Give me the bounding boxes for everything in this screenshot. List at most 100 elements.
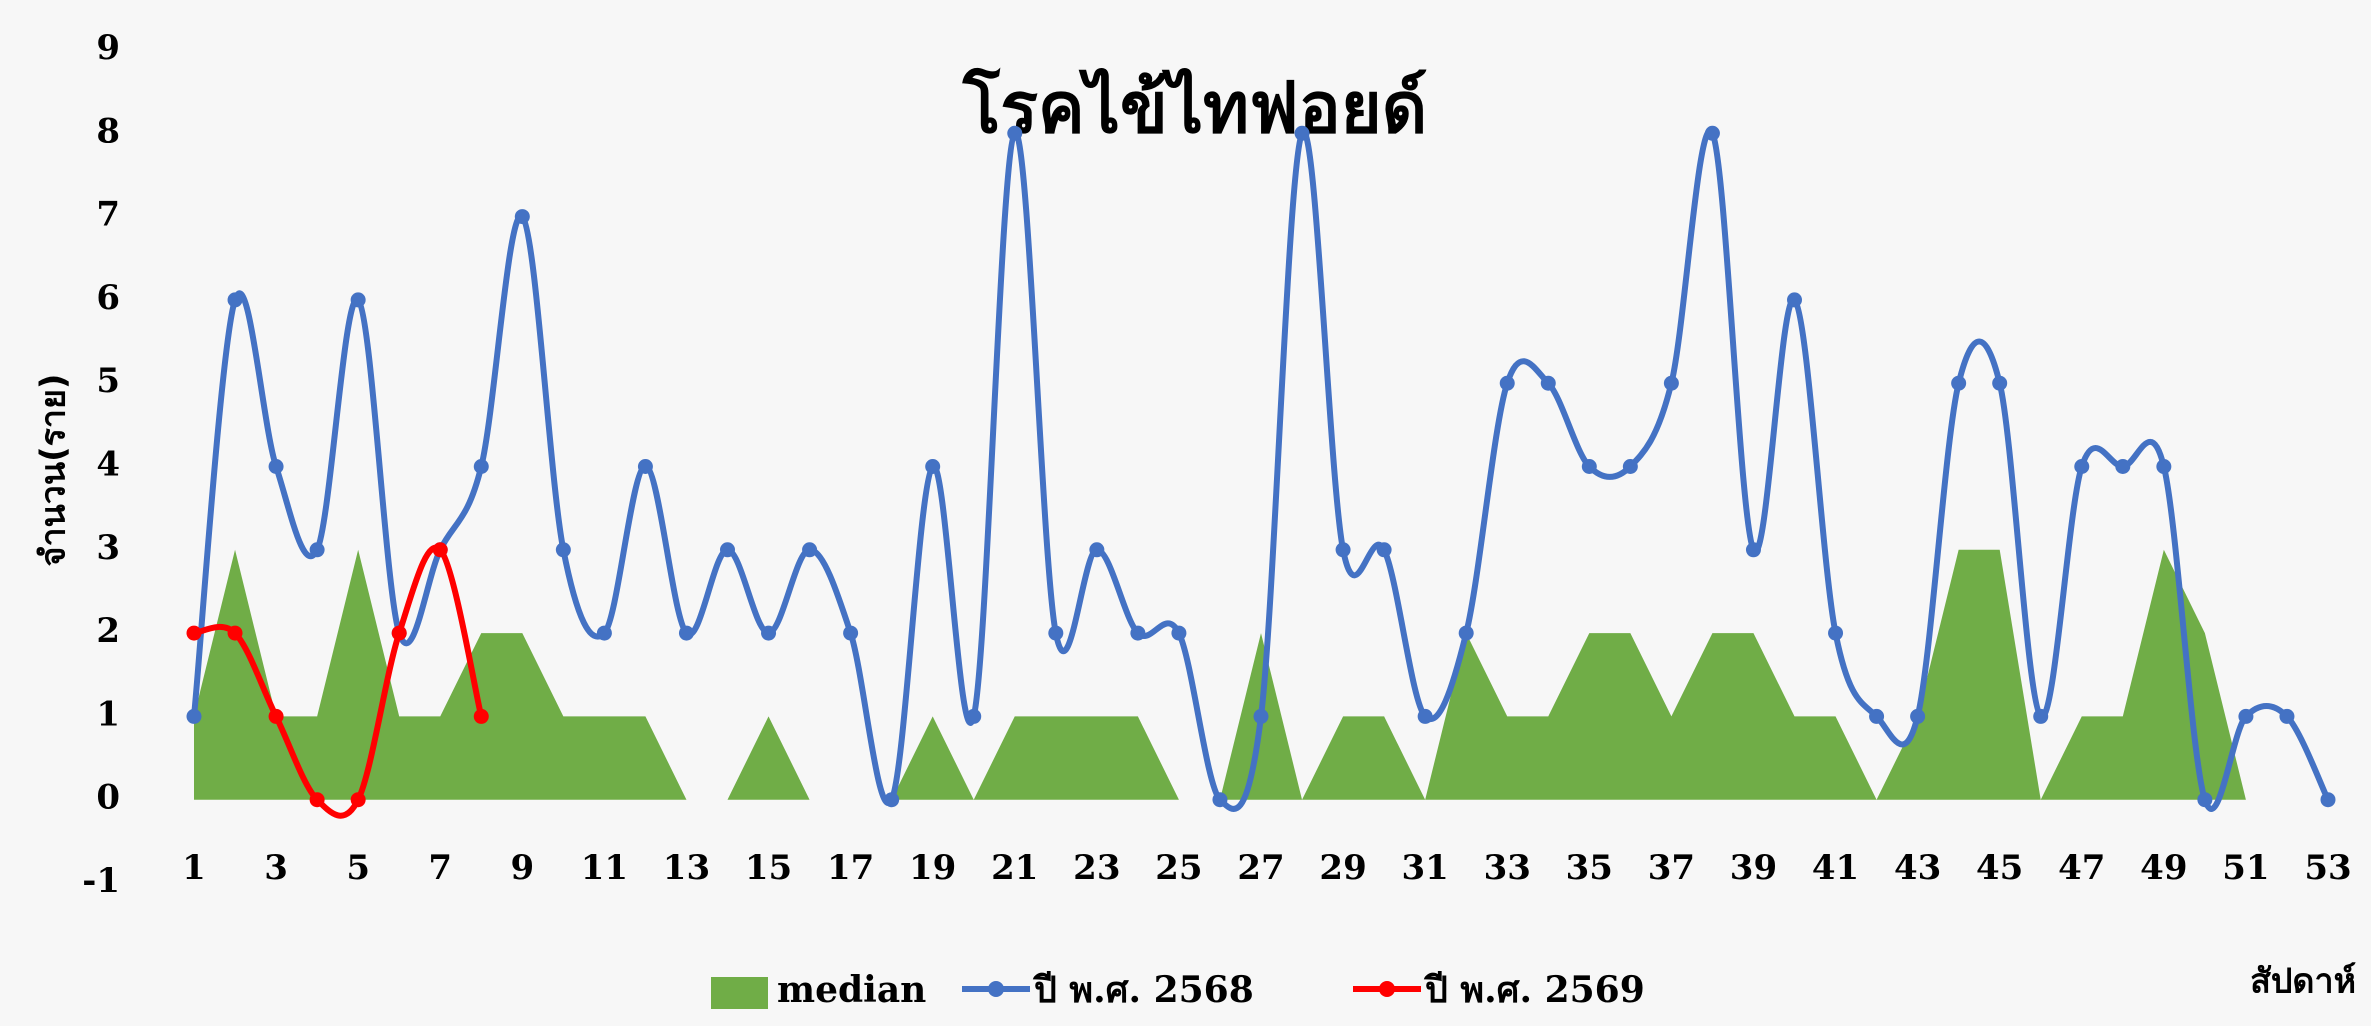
point: [761, 625, 777, 641]
x-tick-label: 29: [1319, 848, 1366, 888]
x-tick-label: 3: [264, 848, 288, 888]
point: [2279, 708, 2295, 724]
point: [1622, 459, 1638, 474]
point: [678, 625, 694, 641]
point: [1540, 375, 1556, 391]
point: [514, 209, 530, 225]
point: [925, 459, 941, 474]
legend-marker: [988, 981, 1004, 997]
x-tick-label: 31: [1401, 848, 1448, 888]
y-tick-label: 5: [96, 361, 120, 401]
x-tick-label: 43: [1894, 848, 1941, 888]
point: [391, 625, 407, 641]
x-tick-label: 7: [428, 848, 452, 888]
point: [268, 708, 284, 724]
x-tick-label: 39: [1730, 848, 1777, 888]
legend-label: ปี พ.ศ. 2569: [1423, 969, 1644, 1011]
point: [1294, 125, 1310, 141]
point: [227, 625, 243, 641]
y-tick-label: 3: [96, 528, 120, 568]
point: [843, 625, 859, 641]
x-tick-label: 15: [745, 848, 792, 888]
x-tick-label: 41: [1812, 848, 1859, 888]
x-tick-label: 53: [2304, 848, 2351, 888]
point: [473, 459, 489, 474]
legend-label: median: [777, 969, 926, 1011]
point: [1910, 708, 1926, 724]
x-tick-label: 9: [510, 848, 534, 888]
point: [309, 792, 325, 808]
x-tick-label: 11: [581, 848, 628, 888]
point: [1335, 542, 1351, 558]
x-tick-label: 33: [1484, 848, 1531, 888]
legend-label: ปี พ.ศ. 2568: [1032, 969, 1253, 1011]
point: [227, 292, 243, 308]
x-axis-label: สัปดาห์: [2250, 962, 2356, 1002]
point: [268, 459, 284, 474]
point: [1828, 625, 1844, 641]
point: [1212, 792, 1228, 808]
point: [1951, 375, 1967, 391]
point: [2115, 459, 2131, 474]
legend-swatch: [711, 977, 768, 1009]
legend-marker: [1379, 981, 1395, 997]
point: [432, 542, 448, 558]
x-tick-label: 49: [2140, 848, 2187, 888]
x-tick-label: 51: [2222, 848, 2269, 888]
point: [1007, 125, 1023, 141]
y-tick-label: 8: [96, 111, 120, 151]
point: [966, 708, 982, 724]
point: [1869, 708, 1885, 724]
point: [1048, 625, 1064, 641]
x-tick-label: 47: [2058, 848, 2105, 888]
point: [350, 792, 366, 808]
point: [1787, 292, 1802, 308]
point: [473, 708, 489, 724]
y-axis-label: จำนวน(ราย): [34, 374, 74, 567]
point: [1992, 375, 2008, 391]
y-tick-label: -1: [82, 861, 120, 901]
point: [1089, 542, 1105, 558]
x-tick-label: 21: [991, 848, 1038, 888]
x-tick-label: 5: [346, 848, 370, 888]
point: [2033, 708, 2049, 724]
point: [186, 708, 202, 724]
series-line: [191, 127, 2331, 812]
point: [1171, 625, 1187, 641]
point: [1499, 375, 1515, 391]
y-tick-label: 0: [96, 778, 120, 818]
point: [2156, 459, 2172, 474]
point: [2238, 708, 2254, 724]
x-tick-label: 25: [1155, 848, 1202, 888]
median-area: [194, 549, 2328, 800]
x-tick-label: 35: [1566, 848, 1613, 888]
x-tick-label: 27: [1237, 848, 1284, 888]
point: [1130, 625, 1146, 641]
point: [186, 625, 202, 641]
x-tick-label: 17: [827, 848, 874, 888]
y-tick-label: 4: [96, 445, 120, 485]
point: [2074, 459, 2090, 474]
x-tick-label: 45: [1976, 848, 2023, 888]
point: [1663, 375, 1679, 391]
point: [350, 292, 366, 308]
x-tick-label: 23: [1073, 848, 1120, 888]
x-tick-label: 19: [909, 848, 956, 888]
point: [596, 625, 612, 641]
point: [1745, 542, 1761, 558]
point: [637, 459, 653, 474]
x-tick-label: 1: [182, 848, 206, 888]
chart-title: โรคไข้ไทฟอยด์: [962, 67, 1428, 149]
point: [1417, 708, 1433, 724]
point: [309, 542, 325, 558]
point: [1253, 708, 1269, 724]
y-tick-label: 1: [96, 694, 120, 734]
point: [720, 542, 735, 558]
y-tick-label: 2: [96, 611, 120, 651]
point: [2320, 792, 2336, 808]
point: [555, 542, 571, 558]
x-tick-label: 37: [1648, 848, 1695, 888]
point: [1376, 542, 1392, 558]
point: [1458, 625, 1474, 641]
